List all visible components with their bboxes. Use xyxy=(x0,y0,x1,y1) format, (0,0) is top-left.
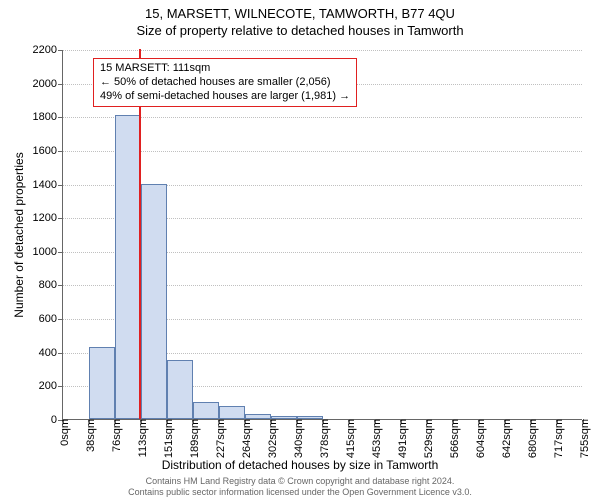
y-tick-label: 2200 xyxy=(33,44,63,56)
histogram-bar xyxy=(141,184,167,419)
footer: Contains HM Land Registry data © Crown c… xyxy=(0,476,600,498)
x-tick-label: 340sqm xyxy=(289,419,305,458)
x-tick-label: 680sqm xyxy=(523,419,539,458)
histogram-bar xyxy=(245,414,271,419)
x-tick-label: 189sqm xyxy=(185,419,201,458)
y-tick-label: 1200 xyxy=(33,212,63,224)
x-tick-label: 604sqm xyxy=(471,419,487,458)
x-tick-label: 113sqm xyxy=(133,419,149,457)
histogram-bar xyxy=(167,360,193,419)
x-tick-label: 151sqm xyxy=(159,419,175,458)
x-tick-label: 491sqm xyxy=(393,419,409,458)
histogram-bar xyxy=(89,347,115,419)
annotation-line: ← 50% of detached houses are smaller (2,… xyxy=(100,76,350,90)
annotation-line: 15 MARSETT: 111sqm xyxy=(100,62,350,76)
y-tick-label: 2000 xyxy=(33,78,63,90)
x-tick-label: 566sqm xyxy=(445,419,461,458)
x-tick-label: 38sqm xyxy=(81,419,97,452)
x-tick-label: 642sqm xyxy=(497,419,513,458)
y-tick-label: 600 xyxy=(39,313,63,325)
footer-line-2: Contains public sector information licen… xyxy=(0,487,600,498)
x-tick-label: 415sqm xyxy=(341,419,357,458)
histogram-bar xyxy=(115,115,141,419)
title-area: 15, MARSETT, WILNECOTE, TAMWORTH, B77 4Q… xyxy=(0,0,600,38)
histogram-bar xyxy=(271,416,297,419)
x-tick-label: 302sqm xyxy=(263,419,279,458)
page-subtitle: Size of property relative to detached ho… xyxy=(0,23,600,38)
y-tick-label: 800 xyxy=(39,279,63,291)
y-tick-label: 400 xyxy=(39,347,63,359)
chart-container: 0200400600800100012001400160018002000220… xyxy=(62,50,582,420)
x-tick-label: 76sqm xyxy=(107,419,123,452)
x-tick-label: 717sqm xyxy=(549,419,565,458)
y-axis-label: Number of detached properties xyxy=(12,152,26,317)
y-tick-label: 1000 xyxy=(33,246,63,258)
x-tick-label: 378sqm xyxy=(315,419,331,458)
x-tick-label: 0sqm xyxy=(55,419,71,446)
x-tick-label: 227sqm xyxy=(211,419,227,458)
y-tick-label: 1800 xyxy=(33,111,63,123)
histogram-bar xyxy=(297,416,323,419)
x-tick-label: 264sqm xyxy=(237,419,253,458)
x-tick-label: 453sqm xyxy=(367,419,383,458)
annotation-box: 15 MARSETT: 111sqm← 50% of detached hous… xyxy=(93,58,357,107)
y-tick-label: 200 xyxy=(39,380,63,392)
footer-line-1: Contains HM Land Registry data © Crown c… xyxy=(0,476,600,487)
x-axis-label: Distribution of detached houses by size … xyxy=(0,458,600,472)
page-title: 15, MARSETT, WILNECOTE, TAMWORTH, B77 4Q… xyxy=(0,6,600,21)
y-tick-label: 1600 xyxy=(33,145,63,157)
x-tick-label: 755sqm xyxy=(575,419,591,458)
histogram-bar xyxy=(193,402,219,419)
histogram-bar xyxy=(219,406,245,419)
plot-area: 0200400600800100012001400160018002000220… xyxy=(62,50,582,420)
x-tick-label: 529sqm xyxy=(419,419,435,458)
y-tick-label: 1400 xyxy=(33,179,63,191)
annotation-line: 49% of semi-detached houses are larger (… xyxy=(100,90,350,104)
